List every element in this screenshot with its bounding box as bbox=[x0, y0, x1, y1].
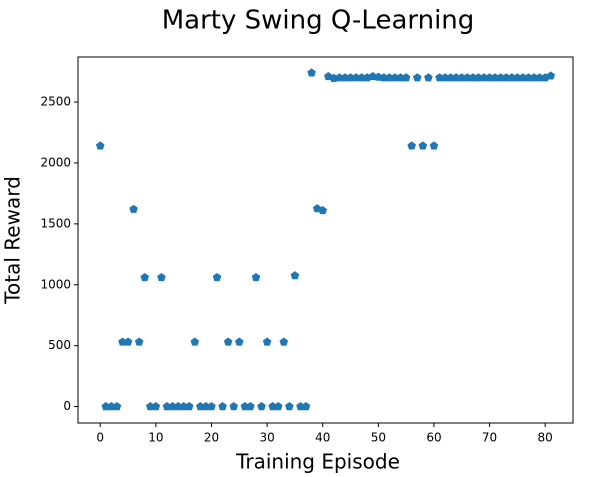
plot-frame bbox=[77, 56, 574, 424]
point bbox=[223, 337, 233, 346]
point bbox=[446, 73, 455, 82]
point bbox=[201, 402, 211, 411]
point bbox=[173, 402, 183, 411]
point bbox=[307, 68, 316, 77]
point bbox=[546, 71, 556, 80]
point bbox=[524, 73, 533, 82]
point bbox=[529, 73, 539, 82]
y-tick-label: 0 bbox=[63, 399, 71, 413]
point bbox=[229, 402, 239, 411]
point bbox=[479, 73, 489, 82]
point bbox=[474, 73, 483, 82]
point bbox=[218, 402, 227, 411]
x-tick-label: 60 bbox=[426, 431, 441, 445]
point bbox=[296, 402, 305, 411]
y-tick-label: 2000 bbox=[40, 155, 71, 169]
x-axis-label: Training Episode bbox=[235, 450, 400, 474]
point bbox=[457, 73, 467, 82]
point bbox=[140, 272, 150, 282]
point bbox=[407, 141, 416, 150]
point bbox=[385, 73, 394, 82]
point bbox=[151, 402, 161, 411]
point bbox=[424, 73, 433, 82]
point bbox=[273, 402, 283, 411]
point bbox=[196, 402, 205, 411]
point bbox=[435, 73, 444, 82]
chart-title: Marty Swing Q-Learning bbox=[162, 6, 475, 36]
point bbox=[118, 337, 127, 346]
point bbox=[246, 402, 255, 411]
point bbox=[513, 73, 522, 82]
point bbox=[262, 337, 272, 346]
point bbox=[440, 73, 450, 82]
point bbox=[340, 73, 350, 82]
point bbox=[268, 402, 277, 411]
point bbox=[146, 402, 155, 411]
point bbox=[107, 402, 116, 411]
point bbox=[390, 73, 400, 82]
point bbox=[279, 337, 289, 346]
x-tick-label: 80 bbox=[538, 431, 553, 445]
point bbox=[101, 402, 111, 411]
point bbox=[485, 73, 494, 82]
point bbox=[290, 271, 300, 280]
point bbox=[418, 141, 428, 150]
y-axis-label: Total Reward bbox=[1, 176, 25, 305]
point bbox=[162, 402, 172, 411]
point bbox=[412, 73, 422, 82]
point bbox=[184, 402, 194, 411]
y-tick-label: 1500 bbox=[40, 216, 71, 230]
x-tick-label: 10 bbox=[148, 431, 163, 445]
point bbox=[179, 402, 188, 411]
point bbox=[134, 337, 144, 346]
point bbox=[346, 73, 355, 82]
point bbox=[207, 402, 216, 411]
point bbox=[535, 73, 544, 82]
point bbox=[240, 402, 250, 411]
point bbox=[129, 204, 138, 213]
point bbox=[501, 73, 511, 82]
point bbox=[190, 337, 200, 346]
point bbox=[507, 73, 517, 82]
point bbox=[335, 73, 344, 82]
point bbox=[351, 73, 361, 82]
point bbox=[379, 73, 389, 82]
point bbox=[301, 402, 311, 411]
point bbox=[357, 73, 366, 82]
point bbox=[518, 73, 528, 82]
x-tick-label: 70 bbox=[482, 431, 497, 445]
point bbox=[168, 402, 177, 411]
point bbox=[251, 272, 261, 282]
point bbox=[490, 73, 500, 82]
x-tick-label: 40 bbox=[315, 431, 330, 445]
point bbox=[468, 73, 478, 82]
x-tick-label: 50 bbox=[371, 431, 386, 445]
x-tick-label: 20 bbox=[204, 431, 219, 445]
point bbox=[112, 402, 122, 411]
point bbox=[285, 402, 294, 411]
x-tick-label: 30 bbox=[259, 431, 274, 445]
point bbox=[235, 337, 244, 346]
point bbox=[429, 141, 439, 150]
point bbox=[463, 73, 472, 82]
y-tick-label: 2500 bbox=[40, 95, 71, 109]
point bbox=[157, 272, 166, 282]
point bbox=[257, 402, 266, 411]
point bbox=[401, 73, 411, 82]
x-tick-label: 0 bbox=[96, 431, 104, 445]
point bbox=[212, 272, 222, 282]
y-tick-label: 1000 bbox=[40, 277, 71, 291]
y-tick-label: 500 bbox=[48, 338, 71, 352]
point bbox=[95, 141, 105, 150]
point bbox=[123, 337, 133, 346]
point bbox=[396, 73, 405, 82]
point bbox=[451, 73, 461, 82]
point bbox=[318, 205, 327, 215]
point bbox=[496, 73, 505, 82]
